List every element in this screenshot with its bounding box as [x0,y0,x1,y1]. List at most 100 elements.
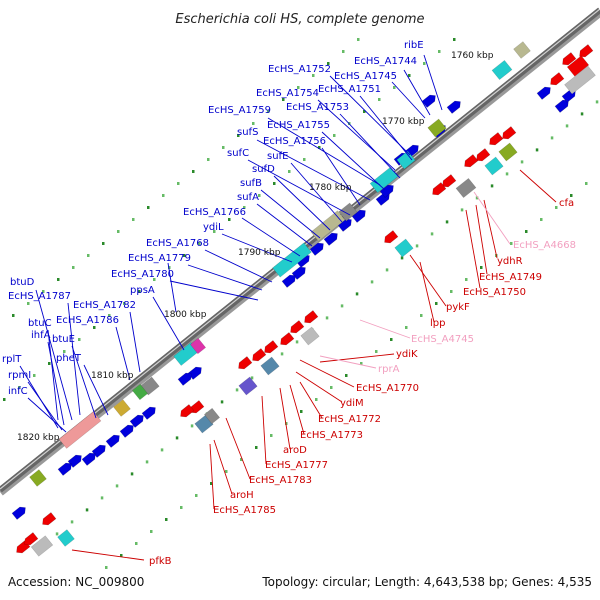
tick-dot [135,542,138,545]
gene-label-EcHS_A1766: EcHS_A1766 [183,207,246,218]
reverse-gene-0 [562,52,577,66]
tick-dot [183,254,186,257]
leader-line-1 [403,69,431,116]
tick-dot [375,350,378,353]
forward-gene-10 [309,242,324,256]
scale-label-1770: 1770 kbp [382,117,425,127]
reverse-gene-arrow [502,126,517,140]
tick-dot [192,170,195,173]
forward-gene-25 [554,99,569,113]
tick-dot [55,532,59,536]
tick-dot [303,158,306,161]
forward-gene-24 [11,506,26,520]
feature-box [484,156,504,176]
leader-line-10 [321,147,361,206]
leader-line-32 [27,381,63,431]
tick-dot [480,266,483,269]
gene-label-sufC: sufC [227,148,249,159]
reverse-gene-arrow [579,44,594,58]
tick-dot [312,74,315,77]
feature-box [300,326,320,346]
tick-dot [342,50,345,53]
leader-line-39 [419,261,435,323]
leader-line-8 [321,131,386,191]
tick-dot [435,302,438,305]
tick-dot [228,218,231,221]
reverse-gene-arrow [42,512,57,526]
feature-box-2 [427,118,447,138]
tick-dot [345,374,348,377]
forward-gene-20 [91,444,106,458]
feature-box-15 [484,156,504,176]
gene-label-EcHS_A1783: EcHS_A1783 [249,475,312,486]
feature-box [513,41,531,59]
pseudo-gene-labels: EcHS_A4668 EcHS_A4745 rprA [378,240,576,375]
tick-dot [165,518,168,521]
reverse-gene-13 [264,340,279,354]
forward-gene-arrow [177,372,192,386]
gene-label-EcHS_A1759: EcHS_A1759 [208,105,271,116]
tick-dot [235,388,239,392]
reverse-gene-arrow [562,52,577,66]
reverse-gene-arrow [180,404,195,418]
gene-label-EcHS_A1749: EcHS_A1749 [479,272,542,283]
scale-labels: 1760 kbp 1770 kbp 1780 kbp 1790 kbp 1800… [17,51,494,443]
leader-line-9 [256,139,371,201]
feature-box [113,399,131,417]
gene-label-ppsA: ppsA [130,285,155,296]
forward-gene-arrow [323,232,338,246]
gene-label-EcHS_A1772: EcHS_A1772 [318,414,381,425]
tick-dot [220,400,224,404]
feature-box-16 [498,142,518,162]
feature-box-21 [238,376,258,396]
tick-dot [430,232,434,236]
leader-line-48 [213,439,233,495]
tick-dot [570,194,573,197]
leader-line-40 [319,353,395,363]
feature-box-26 [564,65,596,95]
tick-dot [63,350,66,353]
feature-box-0 [491,59,513,81]
forward-gene-7 [351,209,366,223]
tick-dot [150,530,153,533]
forward-gene-14 [187,366,202,380]
gene-label-ydiL: ydiL [203,222,224,233]
tick-dot [132,218,135,221]
tick-dot [270,434,273,437]
tick-dot [138,290,141,293]
tick-dot [3,398,6,401]
leader-line-46 [261,395,267,465]
tick-dot [340,304,344,308]
tick-dot [85,508,89,512]
gene-label-cfa: cfa [559,198,574,209]
tick-dot [250,376,254,380]
forward-gene-arrow [105,434,120,448]
tick-dot [115,484,119,488]
forward-gene-arrow [309,242,324,256]
leader-line-2 [391,81,426,119]
reverse-gene-arrow [550,72,565,86]
tick-dot [453,38,456,41]
tick-dot [288,170,291,173]
reverse-gene-2 [550,72,565,86]
reverse-gene-6 [464,154,479,168]
leader-line-36 [475,204,488,275]
feature-box [29,469,47,487]
reverse-gene-arrow [432,182,447,196]
tick-dot [93,326,96,329]
tick-dot [252,122,255,125]
tick-dot [210,482,213,485]
feature-box-13 [113,399,131,417]
leader-line-13 [273,175,331,231]
tick-dot [240,458,243,461]
feature-box-9 [189,337,207,355]
feature-box [564,65,596,95]
tick-dot [120,554,123,557]
feature-box [338,202,358,222]
forward-gene-arrow [187,366,202,380]
feature-box-23 [203,407,221,425]
leader-line-38 [409,254,447,307]
leader-line-51 [473,191,511,245]
tick-dot [147,206,150,209]
